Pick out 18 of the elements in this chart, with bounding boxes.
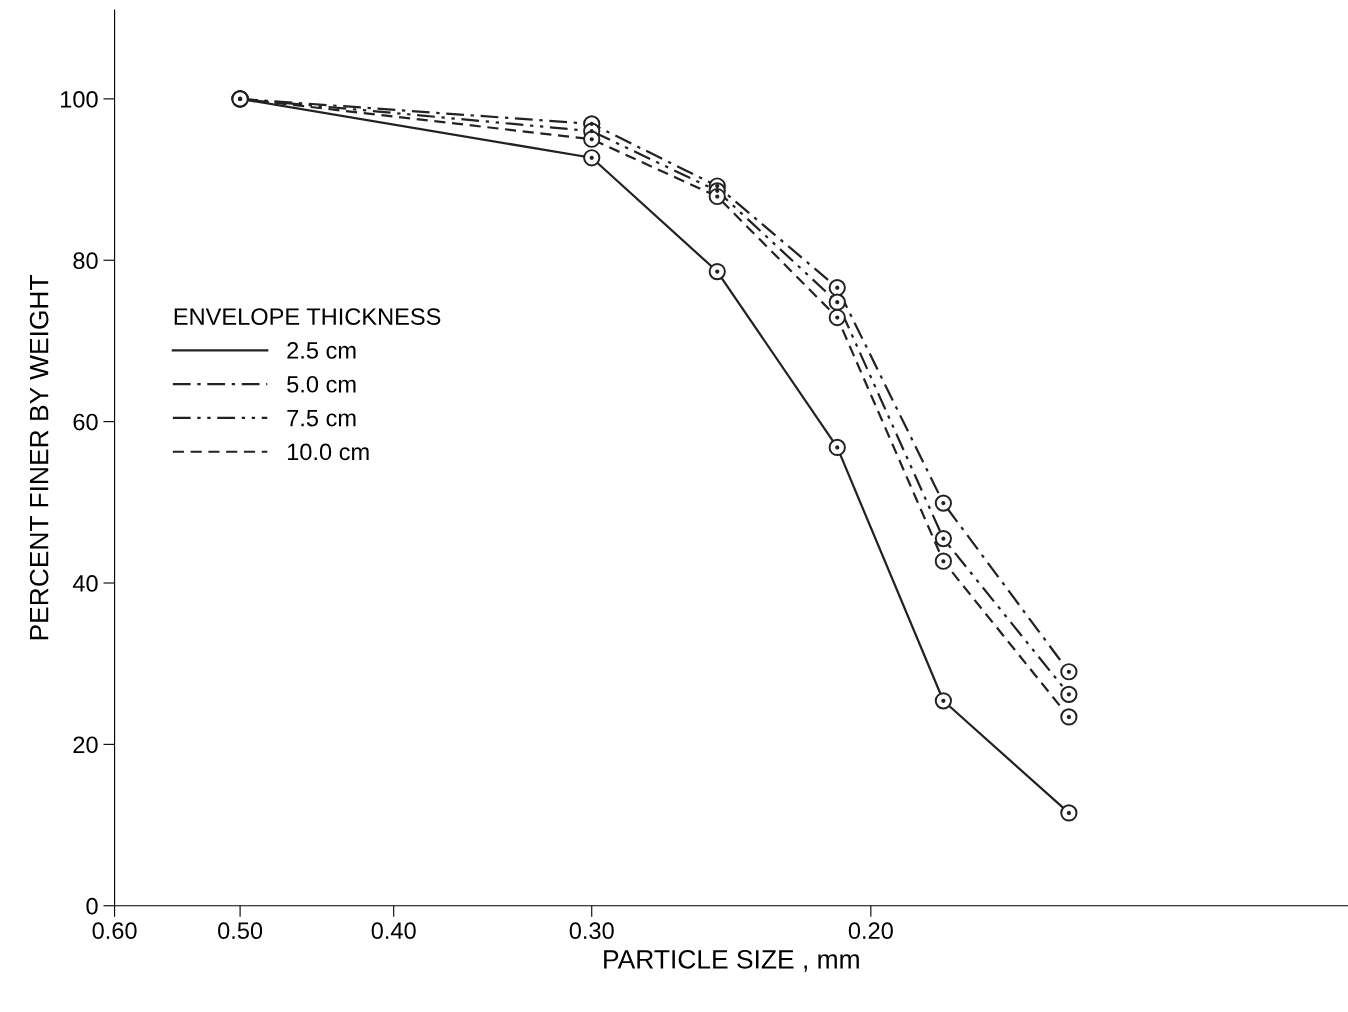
x-tick-label: 0.60 xyxy=(92,922,137,940)
y-tick-label: 80 xyxy=(73,252,98,270)
y-tick-label: 60 xyxy=(73,413,98,431)
x-axis-title: PARTICLE SIZE , mm xyxy=(604,949,859,972)
y-tick-label: 100 xyxy=(61,90,98,108)
y-tick-label: 40 xyxy=(72,575,98,592)
legend-label: 10.0 cm xyxy=(287,443,369,461)
x-tick-label: 0.50 xyxy=(218,922,263,940)
y-axis-title: PERCENT FINER BY WEIGHT xyxy=(29,275,49,640)
legend-title: ENVELOPE THICKNESS xyxy=(174,308,441,325)
y-tick-label: 20 xyxy=(73,736,98,754)
x-tick-label: 0.40 xyxy=(371,922,416,940)
legend-label: 2.5 cm xyxy=(287,342,356,359)
y-tick-label: 0 xyxy=(86,897,98,915)
legend-label: 5.0 cm xyxy=(287,375,356,393)
x-tick-label: 0.30 xyxy=(569,922,614,940)
legend-label: 7.5 cm xyxy=(287,409,356,427)
x-tick-label: 0.20 xyxy=(848,922,893,940)
